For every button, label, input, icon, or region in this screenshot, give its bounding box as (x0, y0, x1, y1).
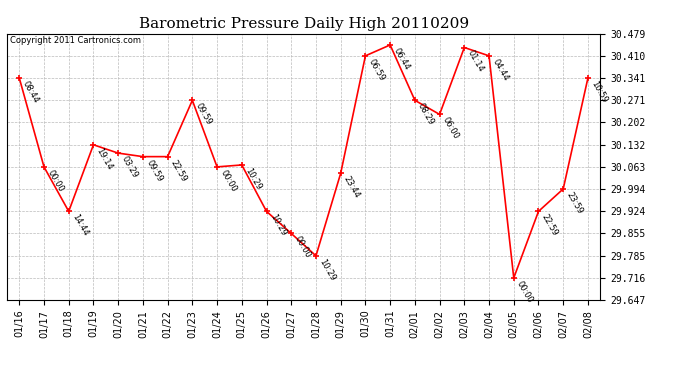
Text: 08:29: 08:29 (416, 102, 436, 127)
Text: 23:44: 23:44 (342, 175, 362, 200)
Text: 10:29: 10:29 (317, 257, 337, 282)
Text: 10:29: 10:29 (243, 166, 263, 191)
Text: 06:59: 06:59 (367, 57, 386, 82)
Text: 00:00: 00:00 (46, 168, 65, 194)
Text: 03:29: 03:29 (119, 154, 139, 180)
Text: Copyright 2011 Cartronics.com: Copyright 2011 Cartronics.com (10, 36, 141, 45)
Text: 09:59: 09:59 (144, 158, 164, 183)
Text: 22:59: 22:59 (540, 213, 560, 238)
Text: 00:00: 00:00 (219, 168, 238, 194)
Text: 00:00: 00:00 (293, 235, 313, 260)
Text: 06:00: 06:00 (441, 116, 461, 141)
Text: 04:44: 04:44 (491, 57, 510, 82)
Text: 10:59: 10:59 (589, 79, 609, 104)
Text: 10:29: 10:29 (268, 213, 288, 238)
Text: 01:14: 01:14 (466, 49, 485, 74)
Title: Barometric Pressure Daily High 20110209: Barometric Pressure Daily High 20110209 (139, 17, 469, 31)
Text: 06:44: 06:44 (391, 46, 411, 72)
Text: 00:00: 00:00 (515, 279, 535, 304)
Text: 08:44: 08:44 (21, 79, 41, 105)
Text: 14:44: 14:44 (70, 213, 90, 238)
Text: 19:14: 19:14 (95, 146, 115, 171)
Text: 09:59: 09:59 (194, 102, 213, 127)
Text: 23:59: 23:59 (564, 190, 584, 216)
Text: 22:59: 22:59 (169, 158, 188, 183)
